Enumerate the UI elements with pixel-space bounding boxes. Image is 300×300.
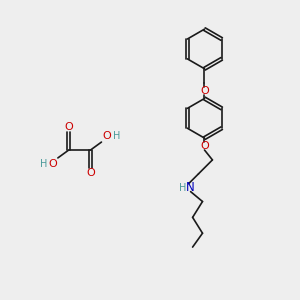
Text: O: O — [86, 168, 95, 178]
Text: N: N — [186, 181, 195, 194]
Text: H: H — [40, 159, 47, 169]
Text: O: O — [102, 131, 111, 141]
Text: O: O — [200, 141, 209, 151]
Text: O: O — [64, 122, 73, 132]
Text: O: O — [200, 85, 209, 96]
Text: O: O — [49, 159, 57, 169]
Text: H: H — [113, 131, 121, 141]
Text: H: H — [179, 183, 186, 193]
